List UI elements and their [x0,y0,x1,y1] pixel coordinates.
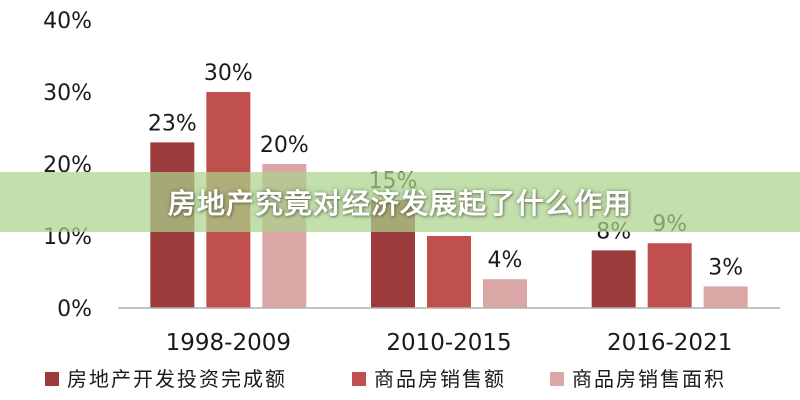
y-tick-label: 0% [57,297,92,322]
data-label: 23% [148,111,197,136]
data-label: 20% [260,133,309,158]
x-category-label: 2010-2015 [386,330,511,356]
y-axis: 0%10%20%30%40% [43,9,92,322]
data-label: 4% [488,248,523,273]
bar [703,286,748,308]
legend-label: 商品房销售面积 [572,367,726,391]
data-label: 3% [708,255,743,280]
legend-label: 房地产开发投资完成额 [67,367,287,391]
x-category-label: 2016-2021 [607,330,732,356]
y-tick-label: 30% [43,81,92,106]
bar [591,250,636,308]
legend-label: 商品房销售额 [374,367,506,391]
bar [427,236,471,308]
data-label: 30% [204,61,253,86]
x-axis: 1998-2009 2010-2015 2016-2021 [166,330,733,356]
y-tick-label: 40% [43,9,92,34]
legend-swatch [45,372,59,386]
x-category-label: 1998-2009 [166,330,291,356]
legend: 房地产开发投资完成额 商品房销售额 商品房销售面积 [45,367,726,391]
legend-swatch [352,372,366,386]
bar [647,243,692,308]
legend-swatch [550,372,564,386]
banner-title: 房地产究竟对经济发展起了什么作用 [167,187,632,220]
bar [483,279,527,308]
title-banner: 房地产究竟对经济发展起了什么作用 [0,172,800,232]
